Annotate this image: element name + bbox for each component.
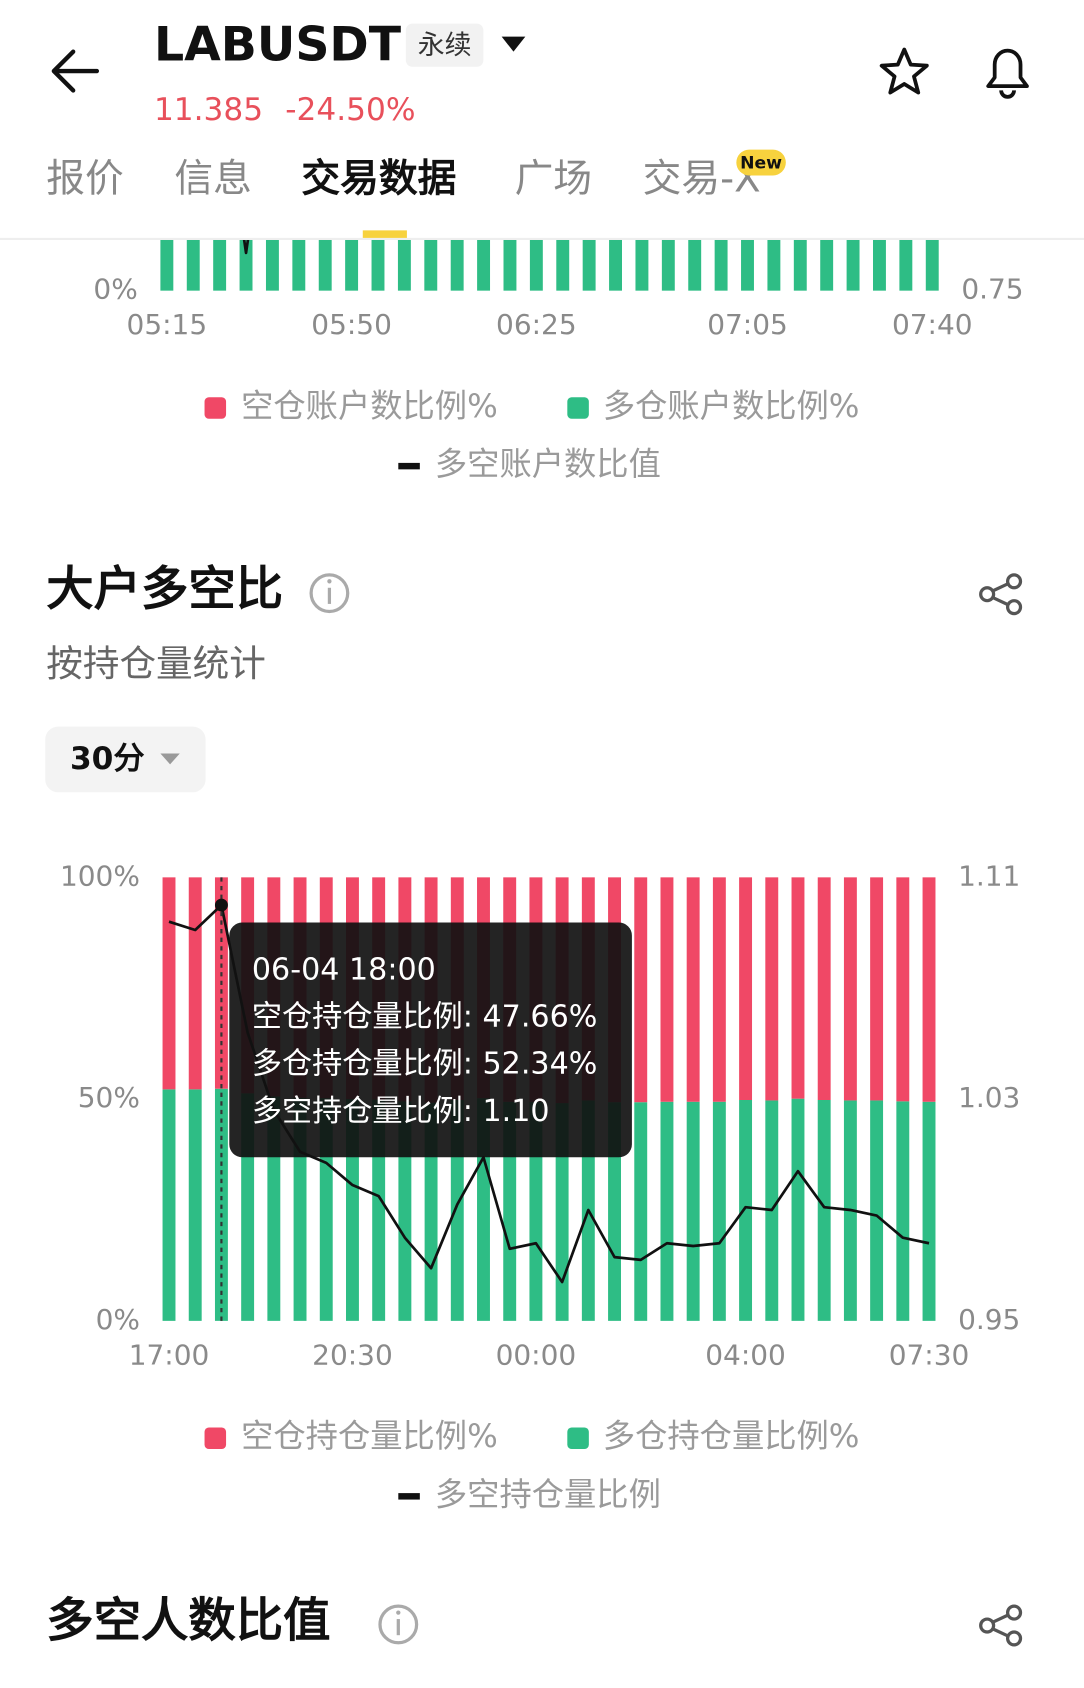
price: 11.385	[154, 92, 263, 128]
bar	[555, 1103, 569, 1321]
y-tick-label: 0%	[93, 273, 137, 306]
bar	[162, 877, 176, 1090]
tooltip-label: 多仓持仓量比例:	[252, 1046, 483, 1081]
tooltip-row: 多空持仓量比例: 1.10	[252, 1094, 550, 1129]
share-button[interactable]	[979, 573, 1023, 616]
x-tick-label: 07:30	[889, 1338, 970, 1371]
legend-swatch	[398, 462, 420, 470]
tooltip-value: 52.34%	[483, 1046, 598, 1081]
bar	[686, 1101, 700, 1321]
bar	[870, 1100, 884, 1321]
symbol-dropdown[interactable]	[501, 36, 526, 52]
legend-label: 空仓账户数比例%	[241, 387, 498, 425]
tab-indicator	[362, 230, 407, 238]
tooltip-value: 1.10	[483, 1094, 550, 1129]
info-icon[interactable]	[378, 1604, 419, 1645]
y-tick-label: 1.11	[958, 859, 1020, 892]
bar	[843, 877, 857, 1101]
interval-select[interactable]	[45, 726, 206, 793]
x-tick-label: 05:50	[311, 308, 392, 341]
bar	[634, 877, 648, 1103]
legend-label: 空仓持仓量比例%	[241, 1417, 498, 1455]
tag-bg	[405, 23, 484, 67]
bar	[739, 877, 753, 1100]
legend-swatch	[567, 397, 589, 419]
y-tick-label: 0%	[96, 1303, 140, 1336]
alert-button[interactable]	[986, 48, 1029, 99]
x-tick-label: 04:00	[705, 1338, 786, 1371]
bar	[188, 1089, 202, 1321]
tooltip-title: 06-04 18:00	[252, 953, 436, 988]
badge-bg	[736, 149, 786, 176]
tooltip-row: 多仓持仓量比例: 52.34%	[252, 1046, 597, 1081]
tab[interactable]: 信息	[174, 156, 251, 201]
y-tick-label: 0.95	[958, 1303, 1020, 1336]
legend-swatch	[567, 1427, 589, 1449]
bar	[791, 877, 805, 1099]
badge: New	[740, 154, 782, 174]
change: -24.50%	[285, 92, 415, 128]
bar	[634, 1102, 648, 1321]
y-tick-label: 100%	[60, 859, 140, 892]
tab-active[interactable]: 交易数据	[301, 156, 456, 201]
legend-label: 多仓账户数比例%	[603, 387, 860, 425]
x-tick-label: 07:05	[707, 308, 788, 341]
legend-swatch	[398, 1493, 420, 1500]
bar	[896, 1101, 910, 1321]
tooltip-label: 空仓持仓量比例:	[252, 999, 483, 1034]
bar	[188, 877, 202, 1090]
section-title: 多空人数比值	[46, 1593, 330, 1648]
tooltip-row: 空仓持仓量比例: 47.66%	[252, 999, 597, 1034]
bar	[712, 877, 726, 1102]
bar	[922, 877, 936, 1102]
bar	[922, 1101, 936, 1321]
bar	[686, 877, 700, 1102]
bar	[870, 877, 884, 1101]
x-tick-label: 07:40	[892, 308, 973, 341]
x-tick-label: 00:00	[496, 1338, 577, 1371]
tooltip-value: 47.66%	[483, 999, 598, 1034]
tooltip-label: 多空持仓量比例:	[252, 1094, 483, 1129]
legend-label: 多空账户数比值	[435, 445, 661, 483]
tooltip-bg	[229, 922, 632, 1158]
y-tick-label: 0.75	[961, 273, 1023, 306]
interval: 30分	[70, 741, 145, 777]
x-tick-label: 17:00	[129, 1338, 210, 1371]
x-tick-label: 06:25	[496, 308, 577, 341]
crosshair-dot	[214, 898, 228, 912]
section-title: 大户多空比	[46, 562, 283, 617]
share-button[interactable]	[979, 1604, 1023, 1647]
symbol: LABUSDT	[154, 17, 402, 72]
bar	[660, 877, 674, 1102]
info-icon[interactable]	[309, 573, 350, 614]
legend-label: 多空持仓量比例	[435, 1475, 661, 1513]
legend-swatch	[204, 397, 227, 419]
bar	[739, 1099, 753, 1321]
bar	[162, 1089, 176, 1321]
bar	[791, 1098, 805, 1321]
tag: 永续	[418, 30, 472, 61]
tab[interactable]: 广场	[515, 156, 593, 201]
back-button[interactable]	[51, 49, 100, 93]
header-bg	[0, 0, 1084, 239]
bar	[817, 1099, 831, 1321]
legend-label: 多仓持仓量比例%	[603, 1417, 860, 1455]
bar	[817, 877, 831, 1100]
interval-caret	[160, 753, 180, 765]
tab[interactable]: 报价	[46, 156, 123, 201]
bar	[660, 1101, 674, 1321]
favorite-button[interactable]	[879, 47, 929, 95]
legend-swatch	[204, 1427, 227, 1449]
bar	[896, 877, 910, 1102]
y-tick-label: 50%	[78, 1081, 140, 1114]
y-tick-label: 1.03	[958, 1081, 1020, 1114]
x-tick-label: 20:30	[312, 1338, 393, 1371]
x-tick-label: 05:15	[127, 308, 208, 341]
bar	[765, 877, 779, 1101]
bar	[712, 1101, 726, 1321]
section-subtitle: 按持仓量统计	[46, 642, 266, 685]
